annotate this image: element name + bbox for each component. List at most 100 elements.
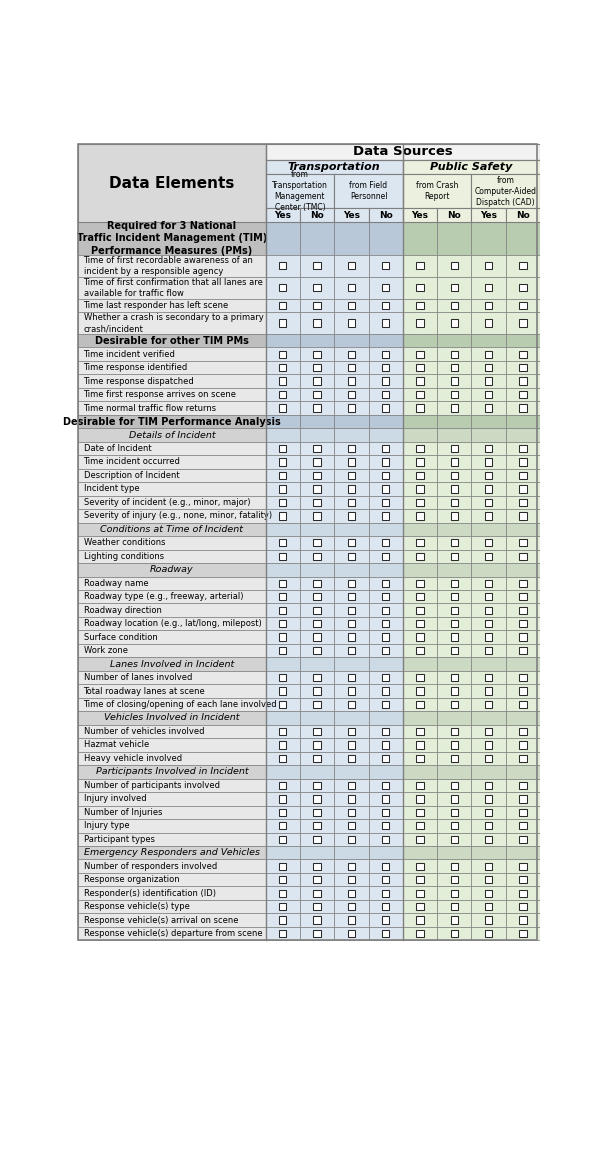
Text: Lanes Involved in Incident: Lanes Involved in Incident	[110, 660, 234, 668]
Bar	[78, 725, 266, 738]
Bar	[266, 174, 334, 208]
Bar	[78, 388, 266, 401]
Bar	[519, 283, 527, 292]
Bar	[266, 711, 300, 725]
Bar	[437, 361, 472, 374]
Bar	[416, 445, 424, 452]
Bar	[334, 442, 368, 455]
Text: Time of first confirmation that all lanes are
available for traffic flow: Time of first confirmation that all lane…	[83, 278, 263, 297]
Bar	[506, 549, 540, 563]
Bar	[300, 374, 334, 388]
Bar	[313, 485, 321, 492]
Bar	[78, 886, 266, 900]
Bar	[451, 754, 458, 763]
Bar	[368, 833, 403, 847]
Bar	[334, 276, 368, 298]
Bar	[300, 913, 334, 927]
Text: Data Elements: Data Elements	[109, 176, 235, 190]
Bar	[300, 765, 334, 779]
Text: Roadway name: Roadway name	[83, 578, 148, 588]
Bar	[300, 536, 334, 549]
Bar	[403, 276, 437, 298]
Bar	[416, 606, 424, 613]
Bar	[348, 781, 355, 789]
Bar	[78, 223, 266, 254]
Bar	[334, 658, 368, 670]
Bar	[451, 688, 458, 695]
Text: Yes: Yes	[480, 211, 497, 219]
Bar	[348, 701, 355, 708]
Bar	[313, 836, 321, 843]
Bar	[519, 262, 527, 269]
Bar	[437, 298, 472, 312]
Bar	[300, 576, 334, 590]
Bar	[334, 859, 368, 873]
Bar	[472, 684, 506, 697]
Bar	[472, 900, 506, 913]
Bar	[485, 262, 492, 269]
Bar	[300, 847, 334, 859]
Bar	[334, 428, 368, 442]
Bar	[485, 701, 492, 708]
Bar	[451, 378, 458, 385]
Bar	[368, 604, 403, 617]
Bar	[266, 725, 300, 738]
Bar	[348, 647, 355, 654]
Bar	[78, 333, 266, 347]
Bar	[485, 445, 492, 452]
Bar	[300, 738, 334, 752]
Bar	[368, 442, 403, 455]
Bar	[485, 728, 492, 735]
Bar	[279, 458, 286, 465]
Text: Time incident occurred: Time incident occurred	[83, 457, 181, 466]
Bar	[403, 347, 437, 361]
Text: Participants Involved in Incident: Participants Involved in Incident	[95, 767, 248, 777]
Bar	[416, 485, 424, 492]
Bar	[334, 174, 403, 208]
Bar	[506, 522, 540, 536]
Bar	[416, 902, 424, 911]
Bar	[506, 819, 540, 833]
Bar	[313, 580, 321, 586]
Bar	[437, 738, 472, 752]
Bar	[437, 670, 472, 684]
Bar	[437, 276, 472, 298]
Bar	[279, 620, 286, 627]
Bar	[334, 886, 368, 900]
Bar	[506, 604, 540, 617]
Bar	[403, 886, 437, 900]
Bar	[472, 208, 506, 223]
Bar	[506, 347, 540, 361]
Text: Emergency Responders and Vehicles: Emergency Responders and Vehicles	[84, 848, 260, 857]
Bar	[382, 553, 389, 560]
Bar	[403, 428, 437, 442]
Bar	[437, 223, 472, 254]
Bar	[348, 890, 355, 897]
Bar	[78, 913, 266, 927]
Text: from Field
Personnel: from Field Personnel	[349, 181, 388, 202]
Bar	[382, 728, 389, 735]
Bar	[266, 847, 300, 859]
Bar	[451, 876, 458, 884]
Bar	[313, 620, 321, 627]
Bar	[416, 809, 424, 816]
Bar	[472, 549, 506, 563]
Bar	[300, 590, 334, 604]
Bar	[348, 580, 355, 586]
Bar	[78, 604, 266, 617]
Bar	[437, 496, 472, 510]
Bar	[403, 374, 437, 388]
Bar	[300, 549, 334, 563]
Bar	[472, 496, 506, 510]
Bar	[300, 604, 334, 617]
Bar	[78, 347, 266, 361]
Bar	[519, 876, 527, 884]
Text: Responder(s) identification (ID): Responder(s) identification (ID)	[83, 888, 215, 898]
Bar	[506, 631, 540, 644]
Bar	[78, 254, 266, 276]
Bar	[348, 262, 355, 269]
Bar	[368, 779, 403, 792]
Bar	[451, 472, 458, 479]
Bar	[78, 483, 266, 496]
Bar	[485, 822, 492, 829]
